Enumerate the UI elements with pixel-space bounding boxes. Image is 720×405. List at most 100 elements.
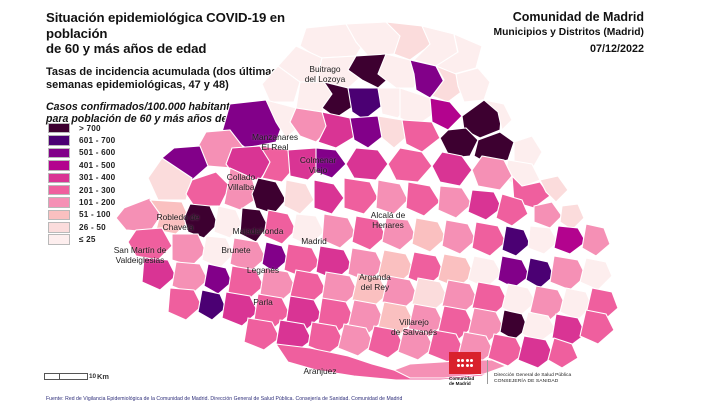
legend-item[interactable]: 51 - 100	[48, 209, 115, 221]
municipality	[317, 111, 357, 149]
municipality	[381, 217, 417, 251]
municipality	[437, 185, 473, 219]
logo-wordmark-line1: Comunidad	[449, 375, 475, 381]
page-unit-note: Casos confirmados/100.000 habitantes par…	[46, 101, 346, 126]
municipality	[482, 99, 513, 132]
municipality	[521, 311, 557, 343]
municipality	[441, 219, 477, 255]
scale-bar-value: 10	[89, 373, 97, 380]
municipality	[201, 235, 235, 269]
legend-item[interactable]: 26 - 50	[48, 221, 115, 233]
stars-grid	[456, 359, 474, 367]
municipality	[351, 215, 387, 251]
municipality	[411, 217, 447, 253]
legend: > 700 601 - 700 501 - 600 401 - 500 301 …	[48, 122, 115, 246]
municipality	[251, 177, 287, 215]
municipality	[471, 221, 507, 257]
municipality	[517, 335, 555, 369]
page-title-line2: de 60 y más años de edad	[46, 41, 207, 56]
municipality	[471, 281, 509, 317]
municipality	[387, 147, 433, 183]
logo-divider	[487, 359, 488, 384]
legend-swatch	[48, 222, 70, 233]
municipality	[261, 241, 289, 273]
legend-label: > 700	[79, 123, 101, 133]
municipality	[351, 273, 389, 309]
municipality	[401, 119, 441, 153]
municipality	[553, 225, 587, 255]
legend-item[interactable]: > 700	[48, 122, 115, 134]
page-unit-note-line1: Casos confirmados/100.000 habitantes	[46, 100, 242, 113]
legend-label: 501 - 600	[79, 148, 116, 158]
municipality	[405, 181, 441, 217]
legend-swatch	[48, 209, 70, 221]
legend-item[interactable]: 201 - 300	[48, 184, 115, 196]
municipality	[227, 265, 265, 301]
municipality	[171, 261, 209, 295]
legend-item[interactable]: ≤ 25	[48, 234, 115, 246]
scale-bar: 10 Km	[44, 372, 109, 381]
municipality	[141, 257, 177, 291]
header-right-block: Comunidad de Madrid Municipios y Distrit…	[494, 9, 644, 59]
municipality	[261, 65, 301, 103]
municipality	[529, 285, 567, 321]
logo-department-line1: Dirección General de Salud Pública	[494, 372, 572, 378]
page-subtitle-line2: semanas epidemiológicas, 47 y 48)	[46, 78, 229, 91]
legend-swatch	[48, 172, 70, 183]
map-svg	[115, 21, 619, 381]
region-title: Comunidad de Madrid	[512, 10, 644, 24]
municipality	[547, 337, 579, 369]
comunidad-de-madrid-logo: Comunidad de Madrid Dirección General de…	[449, 352, 571, 386]
source-note: Fuente: Red de Vigilancia Epidemiológica…	[46, 396, 403, 402]
municipality	[307, 321, 345, 355]
municipality	[259, 267, 297, 303]
legend-swatch	[48, 197, 70, 208]
municipality	[167, 287, 203, 321]
municipality	[203, 263, 233, 295]
legend-label: 201 - 300	[79, 185, 116, 195]
legend-swatch	[48, 135, 70, 146]
municipality	[471, 155, 513, 191]
municipality	[495, 193, 529, 227]
page-title-line1: Situación epidemiológica COVID-19 en pob…	[46, 10, 285, 41]
municipality	[377, 115, 411, 149]
municipality	[527, 225, 559, 255]
legend-swatch	[48, 122, 70, 134]
legend-label: 401 - 500	[79, 160, 116, 170]
page-subtitle: Tasas de incidencia acumulada (dos últim…	[46, 66, 346, 92]
choropleth-map[interactable]: Buitrago del Lozoya Manzanares El Real C…	[110, 8, 670, 398]
legend-item[interactable]: 401 - 500	[48, 159, 115, 171]
page-subtitle-line1: Tasas de incidencia acumulada (dos últim…	[46, 65, 278, 78]
municipality	[551, 313, 587, 347]
page-title: Situación epidemiológica COVID-19 en pob…	[46, 10, 346, 57]
page-unit-note-line2: para población de 60 y más años de edad	[46, 113, 256, 126]
legend-label: 101 - 200	[79, 198, 116, 208]
legend-item[interactable]: 601 - 700	[48, 134, 115, 146]
municipality	[467, 189, 503, 221]
legend-label: 301 - 400	[79, 173, 116, 183]
municipality	[397, 327, 435, 361]
municipality	[313, 179, 345, 215]
municipality	[183, 203, 219, 239]
municipality	[315, 147, 347, 179]
municipality	[291, 213, 325, 247]
legend-item[interactable]: 301 - 400	[48, 172, 115, 184]
legend-item[interactable]: 501 - 600	[48, 147, 115, 159]
municipality	[275, 319, 313, 353]
legend-swatch	[48, 184, 70, 196]
municipality	[431, 151, 473, 187]
municipality	[263, 209, 297, 245]
municipality	[223, 167, 259, 211]
legend-item[interactable]: 101 - 200	[48, 196, 115, 208]
municipality	[345, 147, 389, 181]
municipality	[337, 323, 375, 357]
municipality	[539, 175, 569, 203]
municipality	[497, 255, 531, 289]
municipality	[411, 277, 449, 313]
municipality	[127, 227, 173, 261]
municipality	[579, 309, 615, 345]
madrid-stars-icon	[449, 352, 481, 374]
municipality	[289, 269, 327, 305]
municipality	[437, 253, 475, 289]
